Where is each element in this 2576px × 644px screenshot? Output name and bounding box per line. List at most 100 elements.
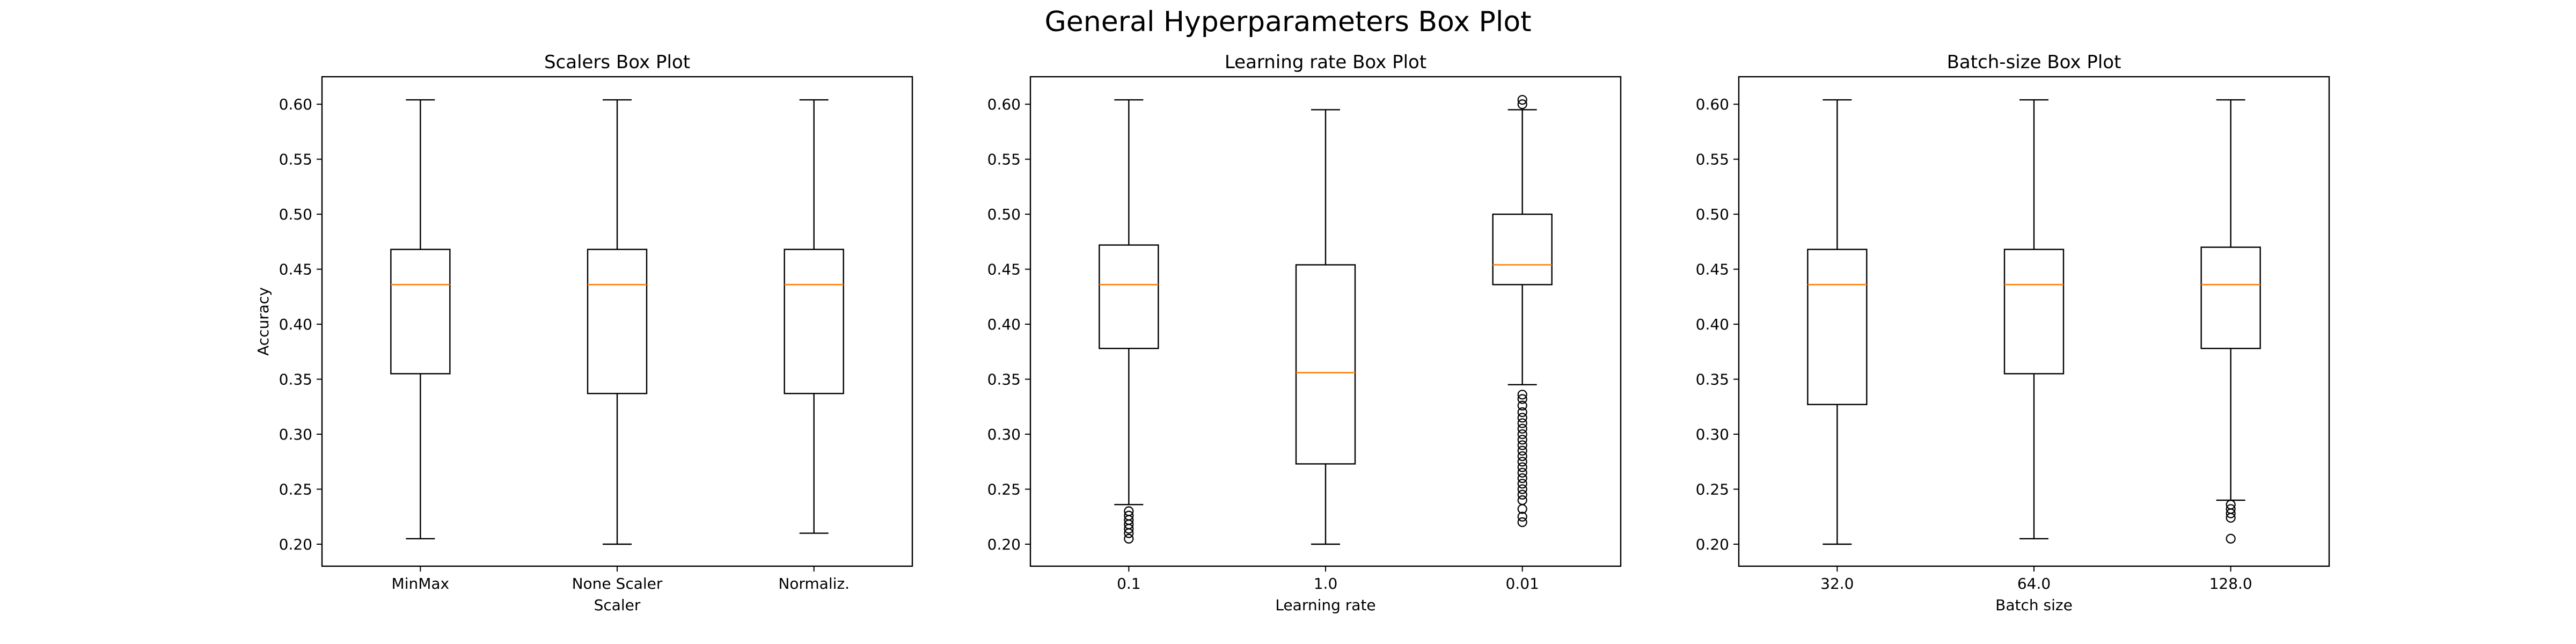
y-tick-label: 0.40 (987, 316, 1021, 333)
y-axis-label: Accuracy (254, 287, 272, 356)
box-1.0 (1295, 109, 1356, 545)
outlier-point (2226, 504, 2236, 514)
iqr-box (1492, 213, 1553, 286)
iqr-box (1807, 248, 1868, 405)
outlier-point (1517, 467, 1527, 478)
outlier-point (1517, 440, 1527, 450)
y-tick-label: 0.45 (987, 261, 1021, 279)
outlier-point (1517, 429, 1527, 440)
y-tick-label: 0.30 (987, 426, 1021, 443)
y-tick-label: 0.45 (279, 261, 312, 279)
outlier-point (1517, 407, 1527, 418)
iqr-box (390, 248, 451, 375)
axes-frame (1738, 76, 2330, 567)
outlier-point (1517, 400, 1527, 411)
outlier-point (1517, 418, 1527, 428)
figure-title: General Hyperparameters Box Plot (1044, 6, 1531, 38)
outlier-point (1124, 533, 1134, 544)
y-tick-label: 0.35 (987, 371, 1021, 389)
y-tick-label: 0.20 (987, 536, 1021, 553)
outlier-point (1517, 489, 1527, 500)
x-tick-label: Normaliz. (778, 575, 850, 592)
iqr-box (2003, 248, 2065, 375)
box-None Scaler (587, 99, 648, 545)
y-tick-label: 0.25 (279, 481, 312, 499)
axes-frame (1029, 76, 1622, 567)
iqr-box (2200, 246, 2261, 349)
y-tick-label: 0.20 (279, 536, 312, 553)
box-MinMax (390, 99, 451, 539)
box-0.1 (1099, 99, 1159, 544)
iqr-box (587, 248, 648, 394)
x-axis-label: Scaler (594, 596, 641, 614)
subplot-1: Scalers Box Plot 0.20 0.25 0.30 0.35 0.40 0.45… (254, 52, 913, 614)
box-128.0 (2200, 99, 2261, 544)
outlier-point (1517, 390, 1527, 400)
x-tick-label: 1.0 (1314, 575, 1338, 592)
subplot-3: Batch-size Box Plot 0.20 0.25 0.30 0.35 0.40 0… (1696, 52, 2330, 614)
y-tick-label: 0.50 (987, 206, 1021, 223)
x-tick-label: 128.0 (2209, 575, 2252, 592)
outlier-point (1517, 479, 1527, 489)
outlier-point (1517, 435, 1527, 445)
x-axis-label: Batch size (1995, 596, 2073, 614)
x-tick-label: 0.01 (1505, 575, 1539, 592)
y-tick-label: 0.40 (1696, 316, 1729, 333)
subplots: Scalers Box Plot 0.20 0.25 0.30 0.35 0.40 0.45… (254, 52, 2330, 614)
subplot-2: Learning rate Box Plot 0.20 0.25 0.30 0.35 0.… (987, 52, 1622, 614)
subplot-title: Learning rate Box Plot (1225, 52, 1426, 73)
x-tick-label: 0.1 (1117, 575, 1141, 592)
outlier-point (1517, 413, 1527, 423)
y-tick-label: 0.35 (279, 371, 312, 389)
box-32.0 (1807, 99, 1868, 545)
outlier-point (1517, 394, 1527, 404)
outlier-point (2226, 500, 2236, 510)
y-tick-label: 0.50 (1696, 206, 1729, 223)
y-tick-label: 0.60 (1696, 96, 1729, 113)
outlier-point (1517, 462, 1527, 472)
axes-frame (321, 76, 913, 567)
iqr-box (1099, 244, 1159, 349)
outlier-point (2226, 533, 2236, 544)
y-tick-label: 0.55 (987, 151, 1021, 169)
outlier-point (1517, 94, 1527, 105)
y-tick-label: 0.55 (1696, 151, 1729, 169)
outlier-point (1517, 457, 1527, 467)
box-Normaliz. (784, 99, 844, 534)
y-tick-label: 0.60 (279, 96, 312, 113)
y-tick-label: 0.35 (1696, 371, 1729, 389)
subplot-title: Batch-size Box Plot (1947, 52, 2121, 73)
y-tick-label: 0.60 (987, 96, 1021, 113)
outlier-point (1517, 484, 1527, 494)
y-tick-label: 0.55 (279, 151, 312, 169)
x-tick-label: 32.0 (1820, 575, 1854, 592)
outlier-point (1517, 495, 1527, 506)
x-tick-label: MinMax (392, 575, 450, 592)
subplot-title: Scalers Box Plot (544, 52, 690, 73)
x-tick-label: 64.0 (2017, 575, 2051, 592)
box-64.0 (2003, 99, 2065, 539)
y-tick-label: 0.30 (279, 426, 312, 443)
outlier-point (1517, 517, 1527, 528)
box-0.01 (1492, 94, 1553, 528)
iqr-box (784, 248, 844, 394)
y-tick-label: 0.40 (279, 316, 312, 333)
y-tick-label: 0.20 (1696, 536, 1729, 553)
x-axis-label: Learning rate (1275, 596, 1375, 614)
outlier-point (1517, 511, 1527, 522)
x-tick-label: None Scaler (572, 575, 663, 592)
outlier-point (1517, 473, 1527, 484)
y-tick-label: 0.30 (1696, 426, 1729, 443)
outlier-point (1517, 445, 1527, 456)
y-tick-label: 0.50 (279, 206, 312, 223)
iqr-box (1295, 264, 1356, 465)
outlier-point (1124, 510, 1134, 521)
y-tick-label: 0.45 (1696, 261, 1729, 279)
y-tick-label: 0.25 (1696, 481, 1729, 499)
outlier-point (1517, 99, 1527, 109)
outlier-point (1124, 506, 1134, 516)
y-tick-label: 0.25 (987, 481, 1021, 499)
outlier-point (1517, 451, 1527, 462)
